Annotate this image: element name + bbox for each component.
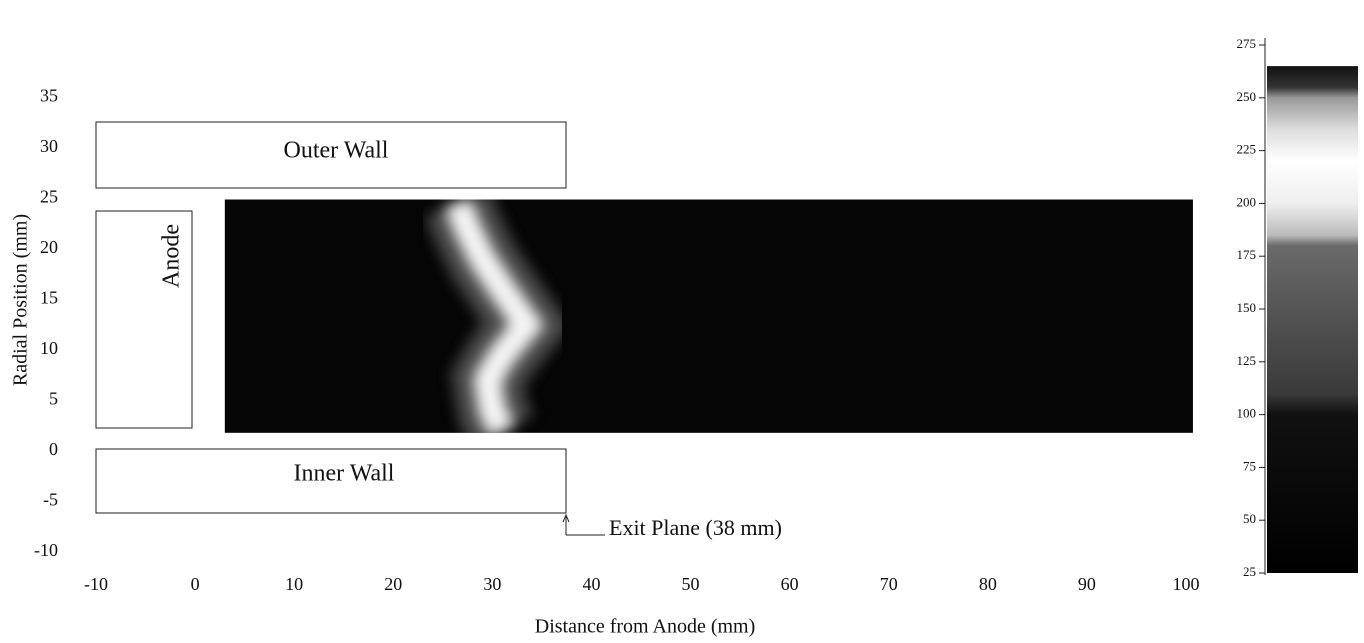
y-tick-label: -5 bbox=[43, 490, 58, 510]
x-tick-label: 90 bbox=[1078, 574, 1096, 594]
x-tick-label: 40 bbox=[582, 574, 600, 594]
x-tick-label: 80 bbox=[979, 574, 997, 594]
colorbar-tick-label: 225 bbox=[1237, 142, 1257, 157]
y-tick-label: 30 bbox=[40, 136, 58, 156]
y-tick-label: 10 bbox=[40, 338, 58, 358]
x-tick-label: 30 bbox=[483, 574, 501, 594]
exit-plane-arrow bbox=[563, 515, 605, 535]
y-tick-label: -10 bbox=[34, 540, 58, 560]
y-tick-label: 25 bbox=[40, 187, 58, 207]
x-tick-label: 60 bbox=[781, 574, 799, 594]
y-tick-label: 0 bbox=[49, 439, 58, 459]
colorbar-tick-label: 100 bbox=[1237, 406, 1257, 421]
y-tick-label: 15 bbox=[40, 288, 58, 308]
colorbar-tick-label: 25 bbox=[1243, 564, 1256, 579]
colorbar-tick-label: 275 bbox=[1237, 36, 1257, 51]
x-tick-label: 50 bbox=[682, 574, 700, 594]
x-axis-label: Distance from Anode (mm) bbox=[535, 616, 756, 638]
colorbar-strip bbox=[1267, 66, 1358, 573]
y-tick-label: 5 bbox=[49, 389, 58, 409]
x-tick-label: 0 bbox=[191, 574, 200, 594]
colorbar-tick-label: 200 bbox=[1237, 194, 1257, 209]
x-tick-label: 70 bbox=[880, 574, 898, 594]
outer-wall-label: Outer Wall bbox=[284, 138, 389, 164]
chart: Outer Wall Anode Inner Wall Exit Plane (… bbox=[0, 0, 1364, 643]
colorbar-tick-label: 125 bbox=[1237, 353, 1257, 368]
colorbar-tick-label: 75 bbox=[1243, 458, 1256, 473]
x-tick-label: 10 bbox=[285, 574, 303, 594]
heatmap-background bbox=[225, 200, 1193, 433]
y-axis-label: Radial Position (mm) bbox=[10, 214, 32, 386]
colorbar-tick-label: 250 bbox=[1237, 89, 1257, 104]
y-tick-label: 20 bbox=[40, 237, 58, 257]
colorbar-tick-label: 175 bbox=[1237, 247, 1257, 262]
colorbar-tick-label: 50 bbox=[1243, 511, 1256, 526]
y-tick-label: 35 bbox=[40, 86, 58, 106]
inner-wall-label: Inner Wall bbox=[294, 461, 395, 487]
exit-plane-label: Exit Plane (38 mm) bbox=[609, 515, 782, 540]
x-tick-label: 100 bbox=[1173, 574, 1200, 594]
colorbar-tick-label: 150 bbox=[1237, 300, 1257, 315]
x-tick-label: 20 bbox=[384, 574, 402, 594]
anode-label: Anode bbox=[159, 224, 185, 288]
x-tick-label: -10 bbox=[84, 574, 108, 594]
